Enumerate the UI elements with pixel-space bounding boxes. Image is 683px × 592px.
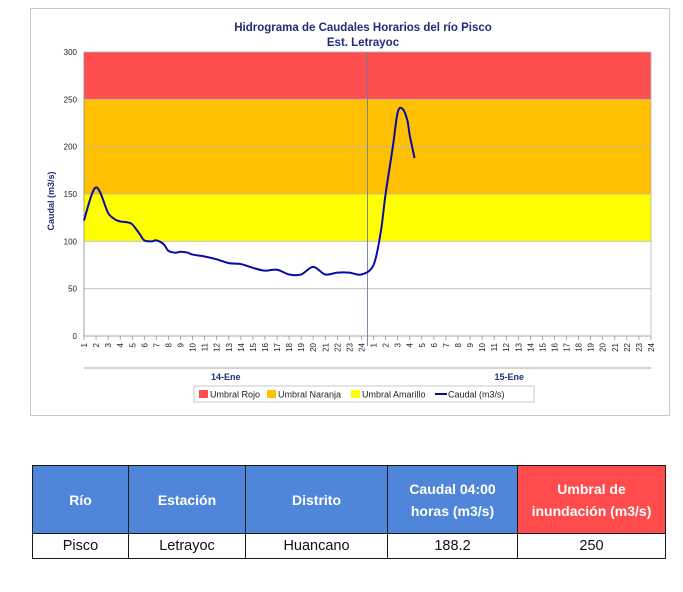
legend-label: Umbral Rojo: [210, 390, 260, 400]
x-tick-label: 5: [418, 342, 427, 347]
x-tick-label: 6: [430, 342, 439, 347]
header-estacion: Estación: [128, 465, 246, 534]
x-tick-label: 20: [309, 342, 318, 351]
header-umbral: Umbral de inundación (m3/s): [517, 465, 666, 534]
day-label: 14-Ene: [211, 372, 241, 382]
header-distrito: Distrito: [245, 465, 388, 534]
cell-caudal: 188.2: [387, 533, 518, 559]
y-axis-label: Caudal (m3/s): [46, 171, 56, 230]
x-tick-label: 9: [466, 342, 475, 347]
x-tick-label: 2: [92, 342, 101, 347]
cell-rio: Pisco: [32, 533, 129, 559]
hydrograph-chart: Hidrograma de Caudales Horarios del río …: [46, 22, 656, 403]
cell-distrito: Huancano: [245, 533, 388, 559]
x-tick-label: 16: [261, 342, 270, 351]
x-tick-label: 22: [333, 342, 342, 351]
x-tick-label: 24: [357, 342, 366, 351]
x-tick-label: 14: [237, 342, 246, 351]
x-tick-label: 14: [526, 342, 535, 351]
legend-label: Caudal (m3/s): [448, 390, 505, 400]
legend-swatch: [267, 390, 276, 398]
x-tick-label: 2: [382, 342, 391, 347]
legend-label: Umbral Naranja: [278, 390, 341, 400]
legend-swatch: [351, 390, 360, 398]
table-header-row: Río Estación Distrito Caudal 04:00 horas…: [32, 465, 666, 534]
legend-swatch: [199, 390, 208, 398]
chart-subtitle: Est. Letrayoc: [327, 37, 400, 49]
series-line-caudal: [83, 106, 416, 277]
x-tick-label: 9: [177, 342, 186, 347]
x-tick-label: 18: [285, 342, 294, 351]
x-tick-label: 22: [623, 342, 632, 351]
chart-panel: Hidrograma de Caudales Horarios del río …: [30, 8, 670, 416]
legend-label: Umbral Amarillo: [362, 390, 426, 400]
x-tick-label: 15: [538, 342, 547, 351]
x-tick-label: 7: [442, 342, 451, 347]
x-tick-label: 10: [189, 342, 198, 351]
y-tick-label: 200: [64, 143, 78, 152]
y-tick-label: 50: [68, 285, 77, 294]
table-row: Pisco Letrayoc Huancano 188.2 250: [32, 533, 666, 559]
x-tick-label: 20: [599, 342, 608, 351]
x-tick-label: 23: [635, 342, 644, 351]
summary-table: Río Estación Distrito Caudal 04:00 horas…: [32, 465, 666, 559]
y-gridlines: [83, 51, 652, 346]
series-group: [83, 106, 416, 277]
x-tick-label: 21: [611, 342, 620, 351]
x-tick-label: 7: [152, 342, 161, 347]
x-tick-label: 19: [297, 342, 306, 351]
legend-box: [193, 385, 535, 403]
x-tick-label: 6: [140, 342, 149, 347]
x-tick-label: 23: [345, 342, 354, 351]
x-tick-label: 4: [116, 342, 125, 347]
cell-estacion: Letrayoc: [128, 533, 246, 559]
x-tick-label: 13: [514, 342, 523, 351]
x-tick-label: 3: [104, 342, 113, 347]
x-axis: 1 2 3 4 5 6 7 8 9 10 11 12 13 14 15 16 17 18 19 20 21 22 23 24 1…: [80, 336, 656, 382]
x-tick-label: 8: [454, 342, 463, 347]
x-tick-label: 17: [563, 342, 572, 351]
x-tick-label: 1: [80, 342, 89, 347]
y-tick-label: 0: [73, 332, 78, 341]
x-tick-label: 13: [225, 342, 234, 351]
y-tick-label: 100: [64, 237, 78, 246]
header-rio: Río: [32, 465, 129, 534]
x-tick-label: 10: [478, 342, 487, 351]
x-tick-label: 15: [249, 342, 258, 351]
x-tick-label: 21: [321, 342, 330, 351]
x-tick-label: 11: [490, 342, 499, 351]
chart-title: Hidrograma de Caudales Horarios del río …: [234, 22, 492, 34]
x-tick-label: 12: [502, 342, 511, 351]
x-tick-label: 16: [550, 342, 559, 351]
day-label: 15-Ene: [494, 372, 524, 382]
y-tick-label: 250: [64, 95, 78, 104]
chart-legend: Umbral Rojo Umbral Naranja Umbral Amarillo…: [193, 385, 535, 403]
cell-umbral: 250: [517, 533, 666, 559]
x-tick-label: 24: [647, 342, 656, 351]
y-tick-label: 150: [64, 190, 78, 199]
x-tick-label: 11: [201, 342, 210, 351]
x-tick-label: 4: [406, 342, 415, 347]
x-tick-label: 18: [575, 342, 584, 351]
x-tick-label: 8: [164, 342, 173, 347]
x-tick-label: 12: [213, 342, 222, 351]
y-tick-label: 300: [64, 48, 78, 57]
x-tick-label: 1: [370, 342, 379, 347]
x-tick-label: 5: [128, 342, 137, 347]
x-tick-label: 3: [394, 342, 403, 347]
x-tick-label: 19: [587, 342, 596, 351]
y-tick-labels: 0 50 100 150 200 250 300: [64, 48, 78, 341]
header-caudal: Caudal 04:00 horas (m3/s): [387, 465, 518, 534]
x-tick-label: 17: [273, 342, 282, 351]
